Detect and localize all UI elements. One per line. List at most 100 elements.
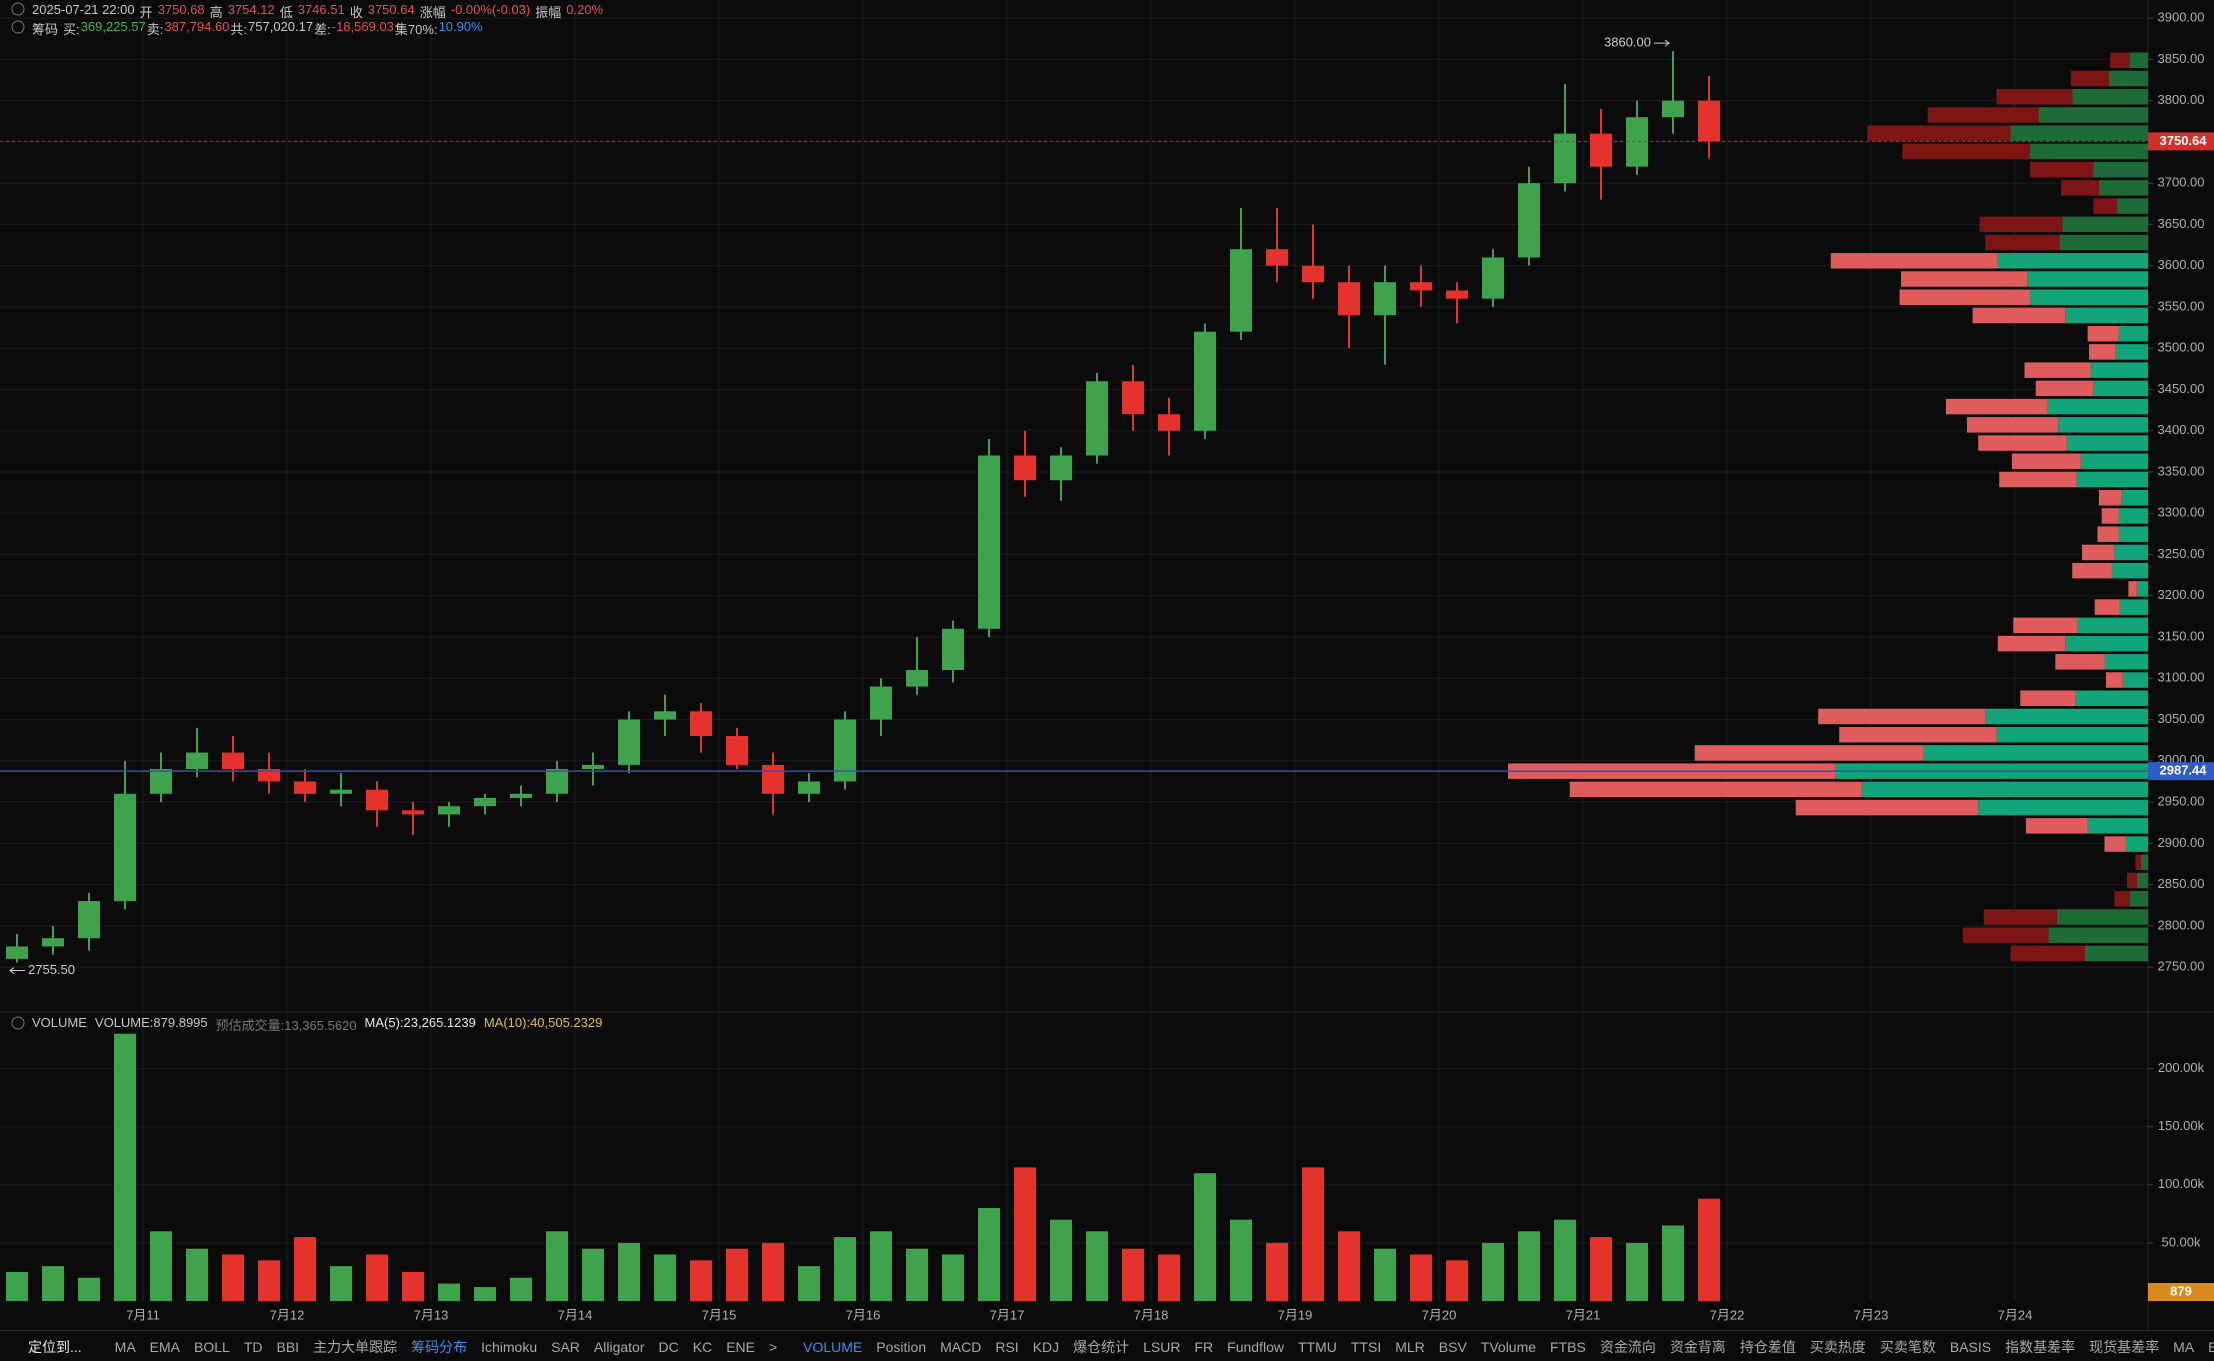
candle-body bbox=[798, 781, 820, 794]
indicator-button[interactable]: TD bbox=[243, 1338, 263, 1355]
profile-sell bbox=[1978, 435, 2067, 451]
locate-button[interactable]: 定位到... bbox=[28, 1338, 82, 1355]
indicator-button[interactable]: TVolume bbox=[1480, 1338, 1537, 1355]
y-tick-label: 3600.00 bbox=[2158, 257, 2205, 272]
marker-arrow bbox=[9, 967, 25, 974]
indicator-button[interactable]: KDJ bbox=[1032, 1338, 1060, 1355]
indicator-button[interactable]: 主力大单跟踪 bbox=[313, 1338, 398, 1355]
label: 开 bbox=[139, 5, 153, 20]
collapse-icon[interactable] bbox=[11, 1016, 25, 1030]
profile-sell bbox=[2072, 562, 2112, 579]
profile-buy bbox=[2115, 344, 2148, 360]
profile-buy bbox=[2030, 289, 2148, 305]
indicator-button[interactable]: FTBS bbox=[1550, 1338, 1586, 1355]
volume-bar bbox=[978, 1208, 1000, 1301]
indicator-button[interactable]: RSI bbox=[995, 1338, 1019, 1355]
profile-sell bbox=[2055, 654, 2105, 670]
profile-sell bbox=[2094, 599, 2120, 615]
indicator-button[interactable]: 爆仓统计 bbox=[1073, 1338, 1130, 1355]
collapse-icon[interactable] bbox=[11, 20, 25, 34]
volume-tag-label: 879 bbox=[2170, 1283, 2192, 1298]
indicator-button[interactable]: TTMU bbox=[1297, 1338, 1337, 1355]
indicator-button[interactable]: 资金背离 bbox=[1669, 1338, 1726, 1355]
indicator-button[interactable]: 现货基差率 bbox=[2089, 1338, 2160, 1355]
indicator-button[interactable]: VOLUME bbox=[803, 1338, 863, 1355]
indicator-button[interactable]: MLR bbox=[1395, 1338, 1425, 1355]
indicator-button[interactable]: Fundflow bbox=[1227, 1338, 1284, 1355]
indicator-button[interactable]: Ichimoku bbox=[481, 1338, 538, 1355]
profile-sell bbox=[2082, 544, 2115, 561]
candle-body bbox=[222, 752, 244, 770]
y-tick-label: 50.00k bbox=[2161, 1234, 2201, 1249]
volume-bar bbox=[1698, 1198, 1720, 1301]
y-tick-label: 3400.00 bbox=[2158, 422, 2205, 437]
y-tick-label: 2850.00 bbox=[2158, 876, 2205, 891]
indicator-button[interactable]: SAR bbox=[551, 1338, 580, 1355]
candle-body bbox=[1626, 117, 1648, 167]
indicator-button[interactable]: 资金流向 bbox=[1599, 1338, 1656, 1355]
indicator-button[interactable]: 买卖笔数 bbox=[1879, 1338, 1936, 1355]
profile-buy bbox=[2058, 417, 2148, 433]
indicator-button[interactable]: Position bbox=[876, 1338, 927, 1355]
candle-body bbox=[42, 938, 64, 947]
indicator-button[interactable]: BASIS bbox=[1949, 1338, 1992, 1355]
candle-body bbox=[1302, 265, 1324, 283]
profile-sell bbox=[1899, 289, 2031, 305]
indicator-button[interactable]: MA bbox=[2173, 1338, 2195, 1355]
indicator-button[interactable]: KC bbox=[692, 1338, 713, 1355]
profile-buy bbox=[1985, 708, 2148, 725]
profile-sell bbox=[2104, 836, 2126, 852]
candle-body bbox=[114, 793, 136, 902]
indicator-button[interactable]: BOLL bbox=[194, 1338, 230, 1355]
profile-buy bbox=[2062, 216, 2148, 233]
collapse-icon[interactable] bbox=[11, 2, 25, 16]
candle-body bbox=[330, 789, 352, 794]
volume-bar bbox=[1410, 1254, 1432, 1301]
y-tick-label: 2900.00 bbox=[2158, 835, 2205, 850]
chips-header: 筹码 买: 369,225.57 卖: 387,794.60 共: 757,020.1… bbox=[32, 19, 483, 38]
indicator-button[interactable]: 筹码分布 bbox=[411, 1338, 468, 1355]
profile-buy bbox=[2090, 362, 2148, 378]
indicator-button[interactable]: TTSI bbox=[1350, 1338, 1382, 1355]
indicator-button[interactable]: 买卖热度 bbox=[1809, 1338, 1866, 1355]
candle-body bbox=[1518, 183, 1540, 258]
candle-body bbox=[1230, 249, 1252, 332]
legend: MA(10):40,505.2329 bbox=[483, 1015, 603, 1030]
profile-sell bbox=[2135, 854, 2141, 871]
indicator-button[interactable]: BBI bbox=[276, 1338, 300, 1355]
indicator-button[interactable]: 指数基差率 bbox=[2005, 1338, 2076, 1355]
indicator-button[interactable]: DC bbox=[658, 1338, 679, 1355]
label: 低 bbox=[279, 5, 293, 20]
x-tick-label: 7月14 bbox=[558, 1307, 593, 1322]
volume-bar bbox=[726, 1248, 748, 1301]
indicator-button[interactable]: MA bbox=[114, 1338, 136, 1355]
candle-body bbox=[1374, 282, 1396, 316]
indicator-button[interactable]: ENE bbox=[726, 1338, 755, 1355]
candle-body bbox=[618, 719, 640, 765]
chart: 2750.002800.002850.002900.002950.003000.… bbox=[0, 0, 2214, 1330]
y-tick-label: 2800.00 bbox=[2158, 917, 2205, 932]
y-tick-label: 3850.00 bbox=[2158, 51, 2205, 66]
indicator-button[interactable]: LSUR bbox=[1143, 1338, 1181, 1355]
candle-body bbox=[258, 769, 280, 782]
profile-buy bbox=[1996, 726, 2148, 743]
indicator-button[interactable]: FR bbox=[1194, 1338, 1214, 1355]
indicator-button[interactable]: BSV bbox=[1438, 1338, 1467, 1355]
ohlc-header: 2025-07-21 22:00 开 3750.68 高 3754.12 低 3746… bbox=[32, 2, 603, 21]
profile-sell bbox=[1902, 143, 2031, 160]
volume-bar bbox=[42, 1266, 64, 1301]
volume-bar bbox=[150, 1231, 172, 1301]
x-tick-label: 7月12 bbox=[270, 1307, 305, 1322]
marker-arrow bbox=[1654, 39, 1670, 47]
indicator-button[interactable]: 持仓差值 bbox=[1739, 1338, 1796, 1355]
candle-body bbox=[1194, 331, 1216, 431]
indicator-button[interactable]: Alligator bbox=[593, 1338, 645, 1355]
indicator-button[interactable]: MACD bbox=[940, 1338, 982, 1355]
volume-bar bbox=[438, 1283, 460, 1301]
indicator-button[interactable]: EMA bbox=[149, 1338, 181, 1355]
value: 757,020.17 bbox=[248, 19, 314, 34]
indicator-button[interactable]: EMA bbox=[2208, 1339, 2214, 1355]
indicator-button[interactable]: > bbox=[768, 1338, 778, 1355]
candle-body bbox=[726, 736, 748, 765]
